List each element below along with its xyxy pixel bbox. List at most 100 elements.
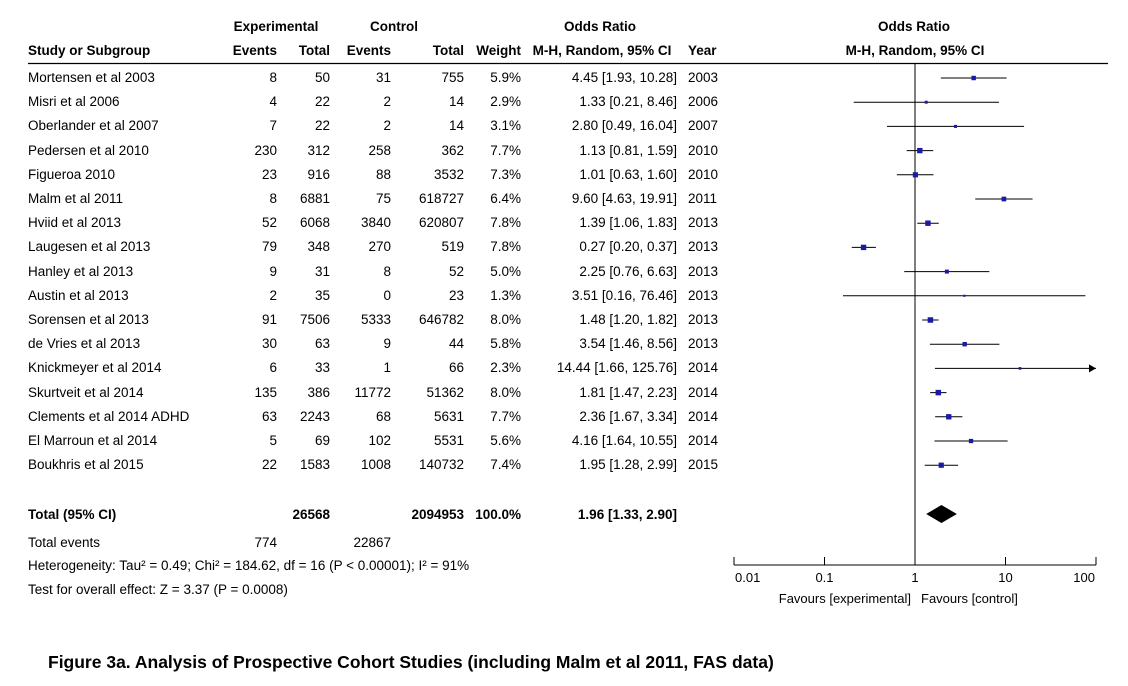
ci-value: 2.36 [1.67, 3.34] [579,408,677,424]
ctl-total: 140732 [418,457,464,473]
year-value: 2010 [688,142,719,158]
ctl-events: 75 [375,191,391,206]
exp-total: 33 [314,360,330,376]
exp-events: 230 [254,142,277,158]
ctl-events: 258 [368,142,391,158]
study-name: Pedersen et al 2010 [28,142,149,158]
weight-value: 7.8% [490,239,521,255]
study-point [860,244,867,251]
ctl-total: 5531 [433,433,464,448]
exp-events: 2 [269,287,277,303]
figure-caption: Figure 3a. Analysis of Prospective Cohor… [48,652,774,672]
study-name: Hviid et al 2013 [28,215,122,231]
study-point [946,414,952,420]
favours-experimental-label: Favours [experimental] [779,591,911,606]
study-column-header: Study or Subgroup [28,43,151,58]
study-name: Skurtveit et al 2014 [28,384,144,400]
study-point [924,100,928,104]
favours-control-label: Favours [control] [921,591,1018,606]
x-tick-label: 1 [911,570,918,585]
pooled-diamond [926,505,957,523]
ctl-events: 88 [375,166,391,182]
x-tick-label: 0.01 [735,570,760,585]
year-value: 2014 [688,433,719,448]
weight-value: 2.9% [490,94,521,110]
x-tick-label: 100 [1073,570,1095,585]
ctl-total: 5631 [433,408,464,424]
total-events-ctl: 22867 [353,535,391,550]
study-name: Misri et al 2006 [28,94,120,110]
study-point [912,172,918,178]
weight-value: 5.8% [490,336,521,352]
ci-value: 1.13 [0.81, 1.59] [579,142,677,158]
study-point [935,389,942,396]
study-name: Malm et al 2011 [28,191,124,206]
method-right-header: M-H, Random, 95% CI [845,43,985,58]
exp-total: 22 [314,94,330,110]
study-name: Austin et al 2013 [28,287,129,303]
weight-value: 2.3% [490,360,521,376]
study-point [938,462,944,468]
weight-value: 7.3% [490,166,521,182]
exp-total: 7506 [299,312,330,327]
study-name: Hanley et al 2013 [28,263,134,279]
ctl-events: 9 [383,336,391,352]
experimental-header: Experimental [233,19,319,34]
exp-total: 6881 [299,191,330,206]
exp-events: 30 [261,336,277,352]
heterogeneity-text: Heterogeneity: Tau² = 0.49; Chi² = 184.6… [28,558,470,573]
odds-ratio-right-header: Odds Ratio [877,19,950,34]
exp-total: 916 [307,166,330,182]
ci-value: 1.01 [0.63, 1.60] [579,166,677,182]
ctl-total: 362 [441,142,464,158]
weight-value: 8.0% [490,312,521,327]
study-point [953,124,957,128]
weight-header: Weight [476,43,521,58]
year-value: 2010 [688,166,719,182]
ci-value: 3.51 [0.16, 76.46] [571,287,677,303]
study-name: Oberlander et al 2007 [28,118,159,134]
ctl-events: 31 [375,70,391,85]
weight-value: 7.7% [490,142,521,158]
weight-value: 5.0% [490,263,521,279]
exp-events: 5 [269,433,277,448]
study-point [927,317,934,323]
ctl-events: 102 [368,433,391,448]
odds-ratio-left-header: Odds Ratio [563,19,636,34]
year-value: 2014 [688,408,719,424]
exp-total: 50 [314,70,330,85]
exp-total: 35 [314,287,330,303]
year-value: 2014 [688,384,719,400]
exp-events: 22 [261,457,277,473]
ctl-events: 11772 [354,384,391,400]
ci-value: 4.16 [1.64, 10.55] [571,433,677,448]
exp-total: 31 [314,263,330,279]
total-label: Total (95% CI) [28,507,117,522]
year-value: 2013 [688,287,719,303]
year-value: 2013 [688,239,719,255]
ctl-events: 68 [375,408,391,424]
total-exp-total: 26568 [292,507,330,522]
ci-value: 1.81 [1.47, 2.23] [579,384,677,400]
weight-value: 7.7% [490,408,521,424]
weight-value: 5.9% [490,70,521,85]
ctl-total: 755 [441,70,464,85]
exp-total: 69 [314,433,330,448]
weight-value: 7.8% [490,215,521,231]
study-point [944,269,949,274]
year-value: 2013 [688,336,719,352]
year-value: 2011 [688,191,718,206]
year-value: 2007 [688,118,719,134]
study-name: Knickmeyer et al 2014 [28,360,162,376]
events-exp-header: Events [232,43,277,58]
study-name: Sorensen et al 2013 [28,312,149,327]
study-name: Figueroa 2010 [28,166,116,182]
study-point [968,438,974,444]
exp-events: 23 [261,166,277,182]
ctl-events: 3840 [360,215,391,231]
overall-effect-text: Test for overall effect: Z = 3.37 (P = 0… [28,582,288,597]
study-name: Laugesen et al 2013 [28,239,151,255]
ctl-total: 23 [448,287,464,303]
ci-value: 2.80 [0.49, 16.04] [571,118,677,134]
